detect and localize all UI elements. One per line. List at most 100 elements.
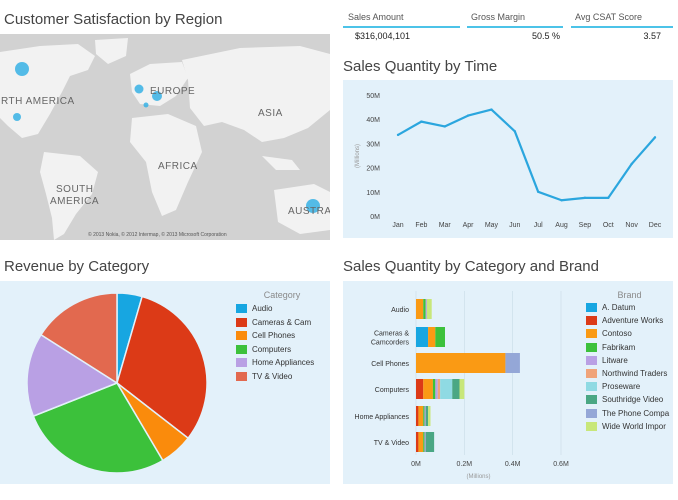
y-tick-label: 30M <box>366 141 380 148</box>
x-tick-label: Jan <box>392 222 403 229</box>
x-tick-label: May <box>485 222 499 229</box>
bar-segment <box>435 379 438 399</box>
region-bubble <box>152 91 162 101</box>
kpi-card-avg-csat[interactable]: Avg CSAT Score 3.57 <box>571 6 673 42</box>
sales-by-category-brand-chart[interactable]: 0M 0.2M 0.4M 0.6M (Millions) Audio Cameras & Ca… <box>343 281 673 484</box>
pie-legend-item[interactable]: TV & Video <box>236 370 328 384</box>
bar-legend-item[interactable]: The Phone Compa <box>586 407 673 420</box>
legend-swatch <box>236 317 247 327</box>
legend-label: A. Datum <box>602 303 636 313</box>
pie-legend-item[interactable]: Audio <box>236 302 328 316</box>
legend-label: Proseware <box>602 382 641 392</box>
data-point <box>583 196 587 200</box>
map-label-south-america-2: AMERICA <box>50 196 100 207</box>
data-point <box>396 133 400 137</box>
region-bubble <box>134 84 144 94</box>
region-bubble <box>306 199 320 213</box>
legend-swatch <box>586 355 597 365</box>
data-point <box>513 130 517 133</box>
x-tick-label: 0M <box>411 461 421 468</box>
category-label: Cell Phones <box>371 361 409 368</box>
bar-segment <box>432 379 436 399</box>
legend-label: Audio <box>252 304 273 314</box>
x-tick-label: 0.2M <box>457 461 473 468</box>
bar-segment <box>416 327 429 347</box>
legend-label: Southridge Video <box>602 395 664 405</box>
data-point <box>443 125 446 128</box>
kpi-value: $316,004,101 <box>355 31 411 41</box>
data-point <box>466 114 470 117</box>
legend-swatch <box>586 342 597 352</box>
kpi-card-sales-amount[interactable]: Sales Amount $316,004,101 <box>343 6 460 42</box>
australia-land <box>274 184 330 234</box>
south-america-land <box>40 152 98 240</box>
data-point <box>536 190 540 193</box>
y-tick-label: 0M <box>370 214 380 221</box>
data-point <box>653 136 657 139</box>
bar-legend-item[interactable]: Adventure Works <box>586 314 673 327</box>
pie-legend-item[interactable]: Cell Phones <box>236 329 328 343</box>
bar-legend-item[interactable]: Litware <box>586 354 673 367</box>
legend-swatch <box>586 395 597 405</box>
indonesia-land <box>262 156 300 170</box>
pie-slice <box>26 333 119 418</box>
bar-segment <box>423 406 425 426</box>
x-tick-label: Sep <box>579 222 592 229</box>
bar-segment <box>416 299 424 319</box>
data-point <box>560 199 563 202</box>
x-tick-label: Apr <box>463 222 475 229</box>
pie-legend-item[interactable]: Home Appliances <box>236 356 328 370</box>
kpi-strip: Sales Amount $316,004,101 Gross Margin 5… <box>343 6 673 42</box>
legend-label: Cameras & Cam <box>252 317 312 327</box>
bar-legend-item[interactable]: Contoso <box>586 327 673 340</box>
bar-legend-item[interactable]: A. Datum <box>586 301 673 314</box>
bar-legend-item[interactable]: Northwind Traders <box>586 367 673 380</box>
pie-legend: Category Audio Cameras & Cam Cell Phones Co… <box>236 290 328 383</box>
x-axis-label: (Millions) <box>467 474 491 480</box>
bar-legend: Brand A. Datum Adventure Works Contoso Fabr… <box>586 290 673 433</box>
x-tick-label: Oct <box>603 222 614 229</box>
legend-label: Home Appliances <box>252 358 315 368</box>
bar-legend-item[interactable]: Southridge Video <box>586 393 673 406</box>
category-label: Computers <box>375 387 410 394</box>
pie-legend-item[interactable]: Computers <box>236 343 328 357</box>
x-tick-label: Jul <box>534 222 543 229</box>
bar-segment <box>426 299 432 319</box>
kpi-label: Gross Margin <box>471 12 526 22</box>
legend-label: The Phone Compa <box>602 408 670 418</box>
bar-legend-item[interactable]: Wide World Impor <box>586 420 673 433</box>
series-line <box>397 108 656 202</box>
legend-label: Litware <box>602 355 628 365</box>
x-tick-label: 0.4M <box>505 461 521 468</box>
bar-segment <box>428 327 436 347</box>
kpi-label: Avg CSAT Score <box>575 12 643 22</box>
sales-quantity-line-chart[interactable]: 0M 10M 20M 30M 40M 50M (Millions) Jan Feb Mar Apr M… <box>343 80 673 238</box>
bar-chart-svg: 0M 0.2M 0.4M 0.6M (Millions) Audio Cameras & Ca… <box>355 291 569 480</box>
map-title: Customer Satisfaction by Region <box>4 11 223 28</box>
pie-slice <box>116 295 208 440</box>
pie-chart-svg <box>26 292 208 474</box>
pie-legend-item[interactable]: Cameras & Cam <box>236 316 328 330</box>
legend-swatch <box>236 331 247 341</box>
kpi-card-gross-margin[interactable]: Gross Margin 50.5 % <box>467 6 563 42</box>
bar-chart-title: Sales Quantity by Category and Brand <box>343 258 599 275</box>
bar-segment <box>416 432 419 452</box>
bar-segment <box>423 379 433 399</box>
kpi-value: 3.57 <box>643 31 661 41</box>
revenue-pie-chart[interactable]: Category Audio Cameras & Cam Cell Phones Co… <box>0 281 330 484</box>
legend-swatch <box>586 382 597 392</box>
x-tick-label: Dec <box>649 222 662 229</box>
customer-satisfaction-map[interactable]: RTH AMERICA EUROPE ASIA AFRICA SOUTH AME… <box>0 34 330 240</box>
bar-segment <box>437 379 441 399</box>
bar-segment <box>423 299 426 319</box>
legend-swatch <box>586 329 597 339</box>
legend-swatch <box>236 304 247 314</box>
bar-legend-item[interactable]: Proseware <box>586 380 673 393</box>
bar-segment <box>440 379 453 399</box>
legend-label: Wide World Impor <box>602 421 666 431</box>
region-bubble <box>143 102 149 108</box>
x-tick-label: 0.6M <box>553 461 569 468</box>
bar-legend-item[interactable]: Fabrikam <box>586 341 673 354</box>
line-chart-svg: 0M 10M 20M 30M 40M 50M (Millions) Jan Feb Mar Apr M… <box>355 93 662 229</box>
europe-land <box>130 62 188 106</box>
